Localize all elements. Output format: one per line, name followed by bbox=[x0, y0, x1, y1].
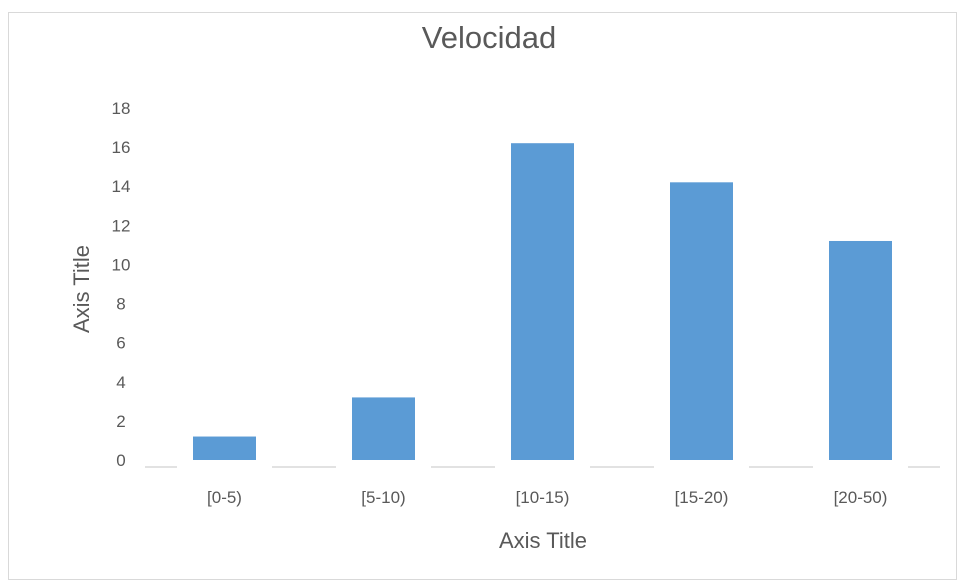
y-tick-label: 16 bbox=[112, 138, 131, 157]
y-tick-label: 0 bbox=[116, 451, 125, 470]
bar bbox=[193, 436, 256, 460]
y-tick-label: 2 bbox=[116, 412, 125, 431]
x-tick-label: [0-5) bbox=[207, 488, 242, 507]
y-axis-ticks: 0 2 4 6 8 10 12 14 16 18 bbox=[112, 99, 131, 470]
chart-title: Velocidad bbox=[422, 20, 556, 55]
y-tick-label: 10 bbox=[112, 255, 131, 274]
bar bbox=[829, 240, 892, 460]
x-axis-title: Axis Title bbox=[499, 528, 587, 553]
chart-frame bbox=[8, 12, 957, 580]
y-axis-title: Axis Title bbox=[69, 245, 94, 333]
x-tick-label: [15-20) bbox=[675, 488, 729, 507]
y-tick-label: 14 bbox=[112, 177, 131, 196]
y-tick-label: 4 bbox=[116, 373, 125, 392]
x-tick-label: [5-10) bbox=[361, 488, 405, 507]
y-tick-label: 8 bbox=[116, 295, 125, 314]
y-tick-label: 18 bbox=[112, 99, 131, 118]
bar bbox=[670, 182, 733, 461]
bar bbox=[352, 397, 415, 460]
bar bbox=[511, 143, 574, 460]
x-axis-ticks: [0-5) [5-10) [10-15) [15-20) [20-50) bbox=[207, 488, 887, 507]
y-tick-label: 6 bbox=[116, 334, 125, 353]
x-tick-label: [20-50) bbox=[834, 488, 888, 507]
x-tick-label: [10-15) bbox=[516, 488, 570, 507]
bars bbox=[193, 143, 892, 461]
y-tick-label: 12 bbox=[112, 216, 131, 235]
